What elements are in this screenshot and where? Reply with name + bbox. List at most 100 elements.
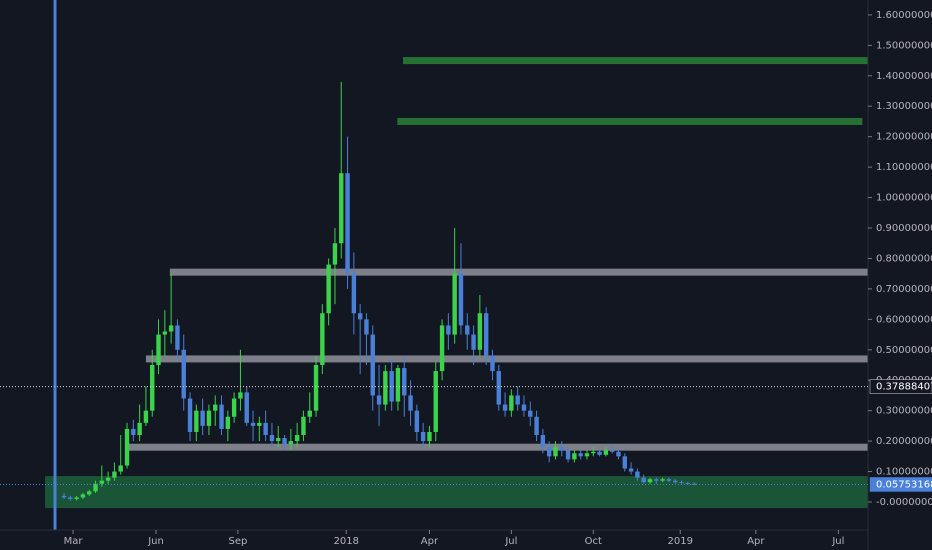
candle-body bbox=[80, 494, 86, 498]
candle-body bbox=[647, 479, 653, 483]
y-axis-panel bbox=[868, 0, 932, 550]
candle-body bbox=[244, 392, 249, 423]
candle-body bbox=[364, 319, 369, 335]
candle-body bbox=[490, 355, 495, 372]
candle-body bbox=[257, 422, 262, 426]
level-line bbox=[169, 268, 868, 276]
x-tick-label: 2019 bbox=[668, 536, 693, 547]
price-label-box bbox=[869, 379, 932, 394]
candle-body bbox=[99, 480, 105, 484]
candle-body bbox=[559, 447, 564, 451]
candle-body bbox=[143, 410, 149, 423]
level-line bbox=[403, 57, 868, 65]
x-tick-label: 2018 bbox=[334, 536, 359, 547]
candle-body bbox=[609, 450, 615, 452]
y-tick-label: 0.80000000 bbox=[876, 253, 932, 264]
candle-body bbox=[131, 428, 136, 436]
y-tick-label: 0.30000000 bbox=[876, 406, 932, 417]
candle-body bbox=[389, 371, 394, 402]
candle-body bbox=[68, 497, 73, 499]
y-tick-label: 1.10000000 bbox=[876, 162, 932, 173]
price-label: 0.05753168 bbox=[876, 479, 932, 490]
candle-body bbox=[175, 325, 180, 350]
candle-body bbox=[654, 479, 659, 481]
candle-body bbox=[301, 416, 306, 436]
candle-body bbox=[200, 410, 205, 426]
candle-body bbox=[231, 398, 237, 417]
candle-body bbox=[357, 313, 363, 320]
y-tick-label: 0.90000000 bbox=[876, 223, 932, 234]
x-tick-label: Jun bbox=[147, 536, 164, 547]
candle-body bbox=[465, 325, 470, 335]
candle-body bbox=[402, 368, 407, 396]
candle-body bbox=[395, 368, 401, 402]
candle-body bbox=[546, 447, 552, 457]
candle-body bbox=[250, 422, 256, 426]
candle-body bbox=[635, 471, 640, 478]
candle-body bbox=[307, 410, 312, 417]
candle-body bbox=[691, 483, 697, 485]
candle-body bbox=[427, 431, 432, 442]
candle-body bbox=[616, 451, 621, 457]
candle-body bbox=[93, 483, 98, 492]
candle-body bbox=[351, 273, 357, 314]
candle-body bbox=[515, 395, 520, 405]
candle-body bbox=[414, 410, 420, 432]
candle-body bbox=[124, 428, 130, 466]
x-tick-label: Mar bbox=[64, 536, 84, 547]
candle-body bbox=[320, 313, 325, 366]
candle-body bbox=[313, 365, 319, 411]
y-tick-label: 1.40000000 bbox=[876, 71, 932, 82]
candle-body bbox=[603, 450, 609, 455]
x-tick-label: Apr bbox=[421, 536, 439, 547]
candle-body bbox=[553, 447, 558, 457]
candle-body bbox=[61, 495, 67, 498]
candle-body bbox=[118, 465, 123, 472]
y-tick-label: -0.00000000 bbox=[876, 497, 932, 508]
candle-body bbox=[420, 431, 426, 442]
candle-body bbox=[376, 395, 382, 405]
y-tick-label: 1.60000000 bbox=[876, 10, 932, 21]
candle-body bbox=[137, 422, 142, 436]
candle-body bbox=[502, 404, 508, 411]
candle-body bbox=[528, 410, 533, 417]
candle-body bbox=[339, 173, 344, 244]
y-tick-label: 1.50000000 bbox=[876, 40, 932, 51]
x-tick-label: Oct bbox=[585, 536, 602, 547]
candle-body bbox=[332, 243, 338, 265]
candle-body bbox=[584, 453, 590, 457]
candle-body bbox=[194, 410, 199, 432]
candle-body bbox=[345, 173, 350, 274]
candle-body bbox=[534, 416, 539, 436]
candle-body bbox=[105, 477, 111, 481]
y-tick-label: 0.70000000 bbox=[876, 284, 932, 295]
candle-body bbox=[269, 435, 275, 442]
y-tick-label: 1.30000000 bbox=[876, 101, 932, 112]
y-tick-label: 0.60000000 bbox=[876, 314, 932, 325]
candle-body bbox=[666, 479, 672, 481]
level-line bbox=[145, 355, 869, 363]
candle-body bbox=[238, 392, 243, 399]
level-line bbox=[125, 443, 868, 451]
candle-body bbox=[433, 371, 438, 432]
price-label: 0.37888407 bbox=[876, 382, 932, 393]
candle-body bbox=[156, 334, 161, 366]
candle-body bbox=[282, 438, 287, 445]
y-tick-label: 0.20000000 bbox=[876, 436, 932, 447]
candle-body bbox=[521, 404, 527, 411]
candle-body bbox=[276, 438, 281, 442]
x-tick-label: Apr bbox=[747, 536, 765, 547]
candle-body bbox=[622, 456, 627, 469]
candle-body bbox=[219, 404, 224, 429]
candle-body bbox=[225, 416, 231, 429]
y-tick-label: 1.00000000 bbox=[876, 193, 932, 204]
candle-body bbox=[565, 450, 571, 460]
candle-body bbox=[408, 395, 413, 411]
candle-body bbox=[628, 468, 634, 472]
candle-body bbox=[458, 273, 464, 326]
candle-body bbox=[288, 441, 294, 445]
candle-body bbox=[326, 264, 331, 314]
candle-body bbox=[439, 325, 445, 372]
support-zone bbox=[45, 476, 868, 509]
